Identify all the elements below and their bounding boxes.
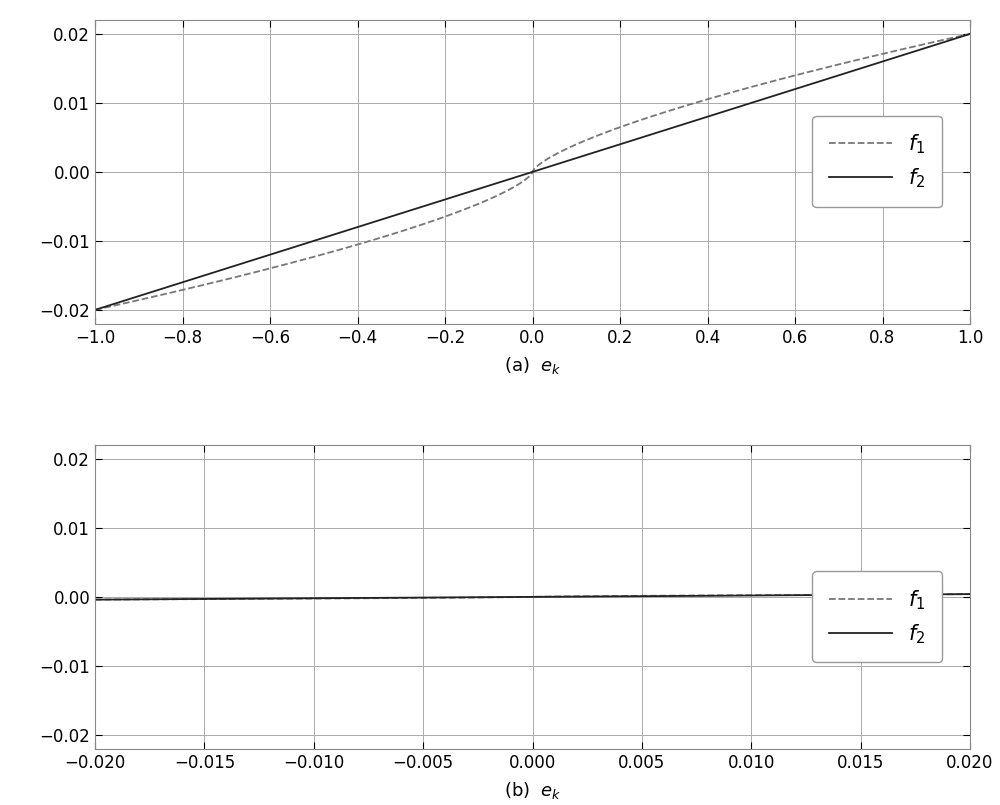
$f_2$ xyxy=(947,589,959,599)
$f_1$ xyxy=(947,33,959,43)
$f_2$ xyxy=(853,64,865,74)
$f_1$ xyxy=(189,283,201,292)
$f_2$ xyxy=(189,274,201,283)
$f_2$ xyxy=(425,592,437,602)
$f_2$ xyxy=(462,592,474,602)
$f_2$ xyxy=(89,595,101,605)
$f_1$ xyxy=(241,594,253,604)
$f_2$ xyxy=(189,594,201,604)
$f_1$ xyxy=(947,589,959,599)
$f_1$ xyxy=(853,55,865,64)
$f_1$ xyxy=(964,29,976,39)
$f_2$ xyxy=(964,589,976,599)
Line: $f_2$: $f_2$ xyxy=(95,594,970,600)
$f_1$ xyxy=(964,589,976,599)
$f_2$ xyxy=(425,199,437,208)
X-axis label: (a)  $e_k$: (a) $e_k$ xyxy=(504,355,561,376)
$f_2$ xyxy=(964,29,976,39)
$f_1$ xyxy=(89,305,101,315)
$f_2$ xyxy=(89,305,101,315)
$f_1$ xyxy=(462,592,474,602)
$f_2$ xyxy=(947,35,959,44)
$f_1$ xyxy=(241,270,253,279)
$f_2$ xyxy=(241,258,253,267)
$f_2$ xyxy=(462,188,474,197)
$f_1$ xyxy=(189,594,201,604)
Line: $f_1$: $f_1$ xyxy=(95,34,970,310)
$f_1$ xyxy=(853,590,865,600)
Line: $f_2$: $f_2$ xyxy=(95,34,970,310)
$f_1$ xyxy=(89,595,101,605)
Line: $f_1$: $f_1$ xyxy=(95,594,970,600)
Legend: $f_1$, $f_2$: $f_1$, $f_2$ xyxy=(812,116,942,207)
$f_2$ xyxy=(241,594,253,604)
$f_1$ xyxy=(462,203,474,213)
X-axis label: (b)  $e_k$: (b) $e_k$ xyxy=(504,780,561,801)
$f_1$ xyxy=(425,593,437,603)
$f_2$ xyxy=(853,590,865,600)
$f_1$ xyxy=(425,217,437,226)
Legend: $f_1$, $f_2$: $f_1$, $f_2$ xyxy=(812,572,942,663)
